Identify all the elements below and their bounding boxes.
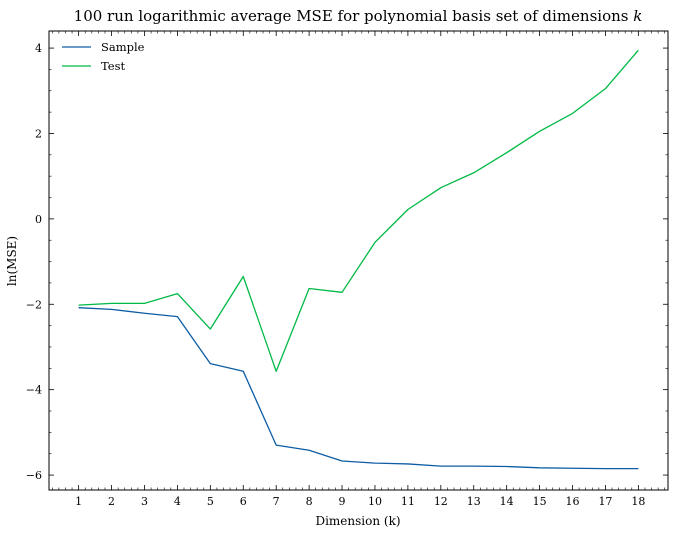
y-tick-label: −2: [26, 298, 42, 311]
series-line-test: [78, 49, 639, 372]
x-tick-label: 10: [368, 495, 382, 508]
y-tick-label: 2: [35, 127, 42, 140]
x-tick-label: 2: [108, 495, 115, 508]
x-tick-label: 16: [566, 495, 580, 508]
x-tick-label: 1: [75, 495, 82, 508]
x-tick-label: 11: [401, 495, 415, 508]
x-tick-label: 4: [174, 495, 181, 508]
x-tick-label: 3: [141, 495, 148, 508]
chart-title-variable: k: [633, 7, 642, 25]
legend: Sample Test: [62, 40, 145, 73]
y-axis-title: ln(MSE): [5, 236, 19, 286]
legend-label-sample: Sample: [101, 40, 145, 54]
x-tick-label: 18: [631, 495, 645, 508]
y-axis-tick-labels: 4 2 0 −2 −4 −6: [26, 42, 42, 482]
y-tick-label: 0: [35, 213, 42, 226]
legend-label-test: Test: [101, 59, 125, 73]
x-tick-label: 5: [207, 495, 214, 508]
x-tick-label: 14: [500, 495, 514, 508]
plot-frame: [48, 30, 669, 491]
x-axis-ticks: [51, 31, 666, 490]
series-lines: [78, 49, 639, 470]
x-tick-label: 8: [306, 495, 313, 508]
x-tick-label: 7: [273, 495, 280, 508]
y-tick-label: 4: [35, 42, 42, 55]
series-line-sample: [78, 307, 639, 470]
y-tick-label: −6: [26, 469, 42, 482]
x-tick-label: 9: [339, 495, 346, 508]
x-tick-label: 13: [467, 495, 481, 508]
x-tick-label: 6: [240, 495, 247, 508]
y-tick-label: −4: [26, 384, 42, 397]
x-tick-label: 17: [598, 495, 612, 508]
x-tick-label: 12: [434, 495, 448, 508]
chart-title: 100 run logarithmic average MSE for poly…: [74, 7, 643, 25]
x-tick-label: 15: [533, 495, 547, 508]
x-axis-tick-labels: 1 2 3 4 5 6 7 8 9 10 11 12 13 14 15 16 17 18: [75, 495, 645, 508]
x-axis-title: Dimension (k): [315, 514, 400, 528]
